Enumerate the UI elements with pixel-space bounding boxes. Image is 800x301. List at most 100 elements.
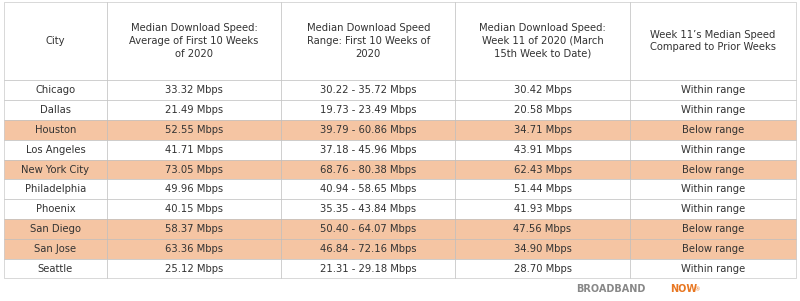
Text: 39.79 - 60.86 Mbps: 39.79 - 60.86 Mbps [320, 125, 417, 135]
Bar [107, 199, 282, 219]
Text: Median Download Speed:
Average of First 10 Weeks
of 2020: Median Download Speed: Average of First … [130, 23, 258, 59]
Bar [4, 179, 107, 199]
Text: Within range: Within range [681, 263, 745, 274]
Bar [630, 259, 796, 278]
Bar [630, 140, 796, 160]
Text: 19.73 - 23.49 Mbps: 19.73 - 23.49 Mbps [320, 105, 417, 115]
Bar [107, 239, 282, 259]
Text: 43.91 Mbps: 43.91 Mbps [514, 145, 571, 155]
Bar [630, 199, 796, 219]
Text: 73.05 Mbps: 73.05 Mbps [165, 165, 223, 175]
Bar [455, 160, 630, 179]
Text: 34.71 Mbps: 34.71 Mbps [514, 125, 571, 135]
Bar [455, 140, 630, 160]
Text: Below range: Below range [682, 125, 744, 135]
Bar [455, 239, 630, 259]
Text: 34.90 Mbps: 34.90 Mbps [514, 244, 571, 254]
Bar [107, 100, 282, 120]
Text: New York City: New York City [22, 165, 90, 175]
Bar [455, 100, 630, 120]
Text: 21.49 Mbps: 21.49 Mbps [165, 105, 223, 115]
Bar [282, 100, 455, 120]
Bar [630, 120, 796, 140]
Bar [455, 219, 630, 239]
Bar [455, 179, 630, 199]
Text: Seattle: Seattle [38, 263, 73, 274]
Text: Below range: Below range [682, 224, 744, 234]
Bar [107, 160, 282, 179]
Bar [107, 80, 282, 100]
Bar [630, 100, 796, 120]
Text: 40.15 Mbps: 40.15 Mbps [165, 204, 223, 214]
Bar [4, 2, 107, 80]
Bar [282, 80, 455, 100]
Bar [455, 199, 630, 219]
Bar [107, 140, 282, 160]
Text: 35.35 - 43.84 Mbps: 35.35 - 43.84 Mbps [320, 204, 416, 214]
Bar [4, 259, 107, 278]
Bar [282, 120, 455, 140]
Bar [107, 179, 282, 199]
Text: Phoenix: Phoenix [36, 204, 75, 214]
Text: 28.70 Mbps: 28.70 Mbps [514, 263, 571, 274]
Text: San Jose: San Jose [34, 244, 77, 254]
Text: 63.36 Mbps: 63.36 Mbps [165, 244, 223, 254]
Text: Week 11’s Median Speed
Compared to Prior Weeks: Week 11’s Median Speed Compared to Prior… [650, 29, 776, 52]
Bar [107, 259, 282, 278]
Text: BROADBAND: BROADBAND [576, 284, 646, 294]
Bar [455, 259, 630, 278]
Bar [4, 219, 107, 239]
Bar [282, 259, 455, 278]
Text: 41.93 Mbps: 41.93 Mbps [514, 204, 571, 214]
Text: 30.42 Mbps: 30.42 Mbps [514, 85, 571, 95]
Bar [630, 2, 796, 80]
Bar [282, 239, 455, 259]
Bar [282, 219, 455, 239]
Bar [455, 2, 630, 80]
Bar [630, 239, 796, 259]
Text: 47.56 Mbps: 47.56 Mbps [514, 224, 572, 234]
Text: 68.76 - 80.38 Mbps: 68.76 - 80.38 Mbps [320, 165, 417, 175]
Bar [107, 120, 282, 140]
Text: Within range: Within range [681, 204, 745, 214]
Text: Median Download Speed
Range: First 10 Weeks of
2020: Median Download Speed Range: First 10 We… [306, 23, 430, 59]
Bar [630, 219, 796, 239]
Bar [4, 120, 107, 140]
Text: 30.22 - 35.72 Mbps: 30.22 - 35.72 Mbps [320, 85, 417, 95]
Bar [455, 80, 630, 100]
Text: Below range: Below range [682, 244, 744, 254]
Text: City: City [46, 36, 66, 46]
Text: 46.84 - 72.16 Mbps: 46.84 - 72.16 Mbps [320, 244, 417, 254]
Bar [4, 140, 107, 160]
Text: NOW: NOW [670, 284, 698, 294]
Text: Houston: Houston [34, 125, 76, 135]
Text: 50.40 - 64.07 Mbps: 50.40 - 64.07 Mbps [320, 224, 417, 234]
Text: 20.58 Mbps: 20.58 Mbps [514, 105, 571, 115]
Text: 37.18 - 45.96 Mbps: 37.18 - 45.96 Mbps [320, 145, 417, 155]
Bar [4, 239, 107, 259]
Bar [4, 80, 107, 100]
Bar [630, 179, 796, 199]
Text: Within range: Within range [681, 85, 745, 95]
Bar [282, 140, 455, 160]
Text: 21.31 - 29.18 Mbps: 21.31 - 29.18 Mbps [320, 263, 417, 274]
Bar [282, 160, 455, 179]
Bar [4, 160, 107, 179]
Bar [282, 2, 455, 80]
Bar [455, 120, 630, 140]
Text: Philadelphia: Philadelphia [25, 184, 86, 194]
Text: 62.43 Mbps: 62.43 Mbps [514, 165, 571, 175]
Bar [4, 100, 107, 120]
Text: ®: ® [694, 287, 700, 293]
Text: Within range: Within range [681, 145, 745, 155]
Text: Los Angeles: Los Angeles [26, 145, 86, 155]
Text: 49.96 Mbps: 49.96 Mbps [165, 184, 223, 194]
Bar [630, 80, 796, 100]
Bar [4, 199, 107, 219]
Bar [282, 179, 455, 199]
Text: Within range: Within range [681, 184, 745, 194]
Text: Dallas: Dallas [40, 105, 71, 115]
Text: 52.55 Mbps: 52.55 Mbps [165, 125, 223, 135]
Text: 58.37 Mbps: 58.37 Mbps [165, 224, 223, 234]
Bar [630, 160, 796, 179]
